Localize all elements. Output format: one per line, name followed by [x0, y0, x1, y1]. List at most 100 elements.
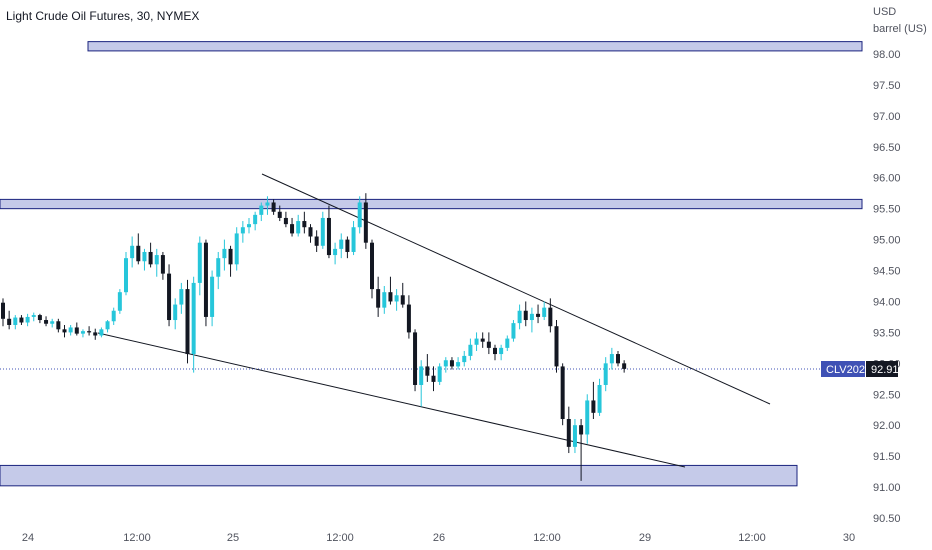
y-tick-label: 96.50: [873, 142, 901, 154]
candle-body: [345, 239, 350, 252]
candle-body: [25, 316, 30, 323]
candle: [154, 248, 159, 277]
candle-body: [124, 258, 128, 293]
candle-body: [376, 289, 381, 308]
candle: [370, 239, 374, 299]
candle-body: [203, 242, 208, 317]
candle: [259, 202, 264, 222]
candle-body: [431, 375, 436, 382]
y-tick-label: 94.50: [873, 266, 901, 278]
candle-body: [597, 384, 602, 413]
candle-body: [585, 400, 590, 435]
x-tick-label: 12:00: [123, 532, 151, 544]
candle-body: [419, 366, 424, 385]
candle-body: [148, 251, 153, 265]
candle-body: [339, 239, 344, 249]
candle: [542, 301, 547, 321]
candle: [351, 221, 356, 256]
candle-body: [117, 292, 122, 311]
candle-body: [111, 310, 116, 322]
y-tick-label: 90.50: [873, 513, 901, 525]
candle-body: [74, 327, 79, 334]
candle-body: [130, 245, 135, 259]
trendline-upper[interactable]: [261, 173, 771, 405]
candle-body: [210, 276, 215, 317]
candle-body: [314, 236, 319, 246]
candle-body: [572, 425, 577, 447]
x-tick-label: 12:00: [326, 532, 354, 544]
candle-body: [591, 400, 596, 413]
candle: [406, 295, 411, 339]
candle-body: [394, 295, 399, 302]
candle: [13, 315, 18, 330]
candle: [616, 350, 620, 367]
last-price-value: 92.91: [871, 364, 899, 376]
candle-body: [308, 227, 313, 237]
candle: [320, 211, 325, 249]
candle: [160, 251, 165, 280]
candle-body: [326, 217, 331, 256]
candle-body: [290, 224, 295, 234]
candle-body: [499, 347, 504, 355]
candle-body: [536, 313, 541, 317]
candle: [505, 335, 510, 351]
candle: [99, 327, 104, 338]
y-tick-label: 94.00: [873, 296, 901, 308]
candle: [203, 239, 208, 327]
zone-resistance[interactable]: [0, 198, 863, 210]
y-tick-label: 92.00: [873, 420, 901, 432]
candle-body: [296, 221, 301, 234]
candle: [234, 227, 239, 271]
candle-body: [173, 304, 178, 321]
candle-body: [87, 331, 92, 333]
zone-resistance-top[interactable]: [87, 41, 863, 52]
y-tick-label: 97.50: [873, 80, 901, 92]
candle-body: [616, 354, 620, 364]
zone-support[interactable]: [0, 464, 798, 487]
candle-body: [259, 205, 264, 215]
x-axis: 24 12:00 25 12:00 26 12:00 29 12:00 30: [22, 532, 855, 544]
candle-body: [523, 310, 528, 321]
candle: [456, 357, 461, 370]
candle-body: [425, 366, 430, 376]
candle: [50, 318, 55, 328]
candle-body: [351, 227, 356, 252]
candle: [622, 360, 627, 373]
candle: [572, 419, 577, 454]
candle: [431, 366, 436, 392]
candle-body: [505, 338, 510, 348]
candle: [271, 199, 276, 215]
candle: [308, 224, 313, 243]
candle-body: [437, 366, 442, 382]
x-tick-label: 24: [22, 532, 34, 544]
candle: [130, 236, 135, 268]
candle-body: [167, 273, 172, 321]
trendline-lower[interactable]: [97, 332, 686, 468]
candle: [529, 307, 534, 333]
candle: [474, 332, 479, 351]
candle-body: [68, 327, 73, 333]
candle-body: [480, 338, 485, 342]
unit-label-currency: USD: [873, 6, 897, 18]
candle: [105, 320, 110, 333]
candle: [536, 304, 541, 324]
candle-body: [302, 221, 307, 228]
candle: [31, 312, 36, 322]
candle-body: [388, 292, 393, 302]
candle-body: [99, 329, 104, 336]
candle-body: [511, 323, 516, 339]
candle-body: [554, 326, 559, 367]
candle-body: [142, 251, 147, 262]
candle-body: [449, 360, 454, 367]
candle-body: [486, 341, 491, 348]
candle-body: [234, 233, 239, 265]
candle: [499, 344, 504, 361]
candle: [87, 326, 92, 336]
candle: [339, 233, 344, 259]
candle: [283, 211, 288, 228]
candle-body: [93, 332, 98, 336]
candle-body: [474, 338, 479, 345]
candle-body: [19, 317, 24, 323]
candle-body: [283, 217, 288, 225]
